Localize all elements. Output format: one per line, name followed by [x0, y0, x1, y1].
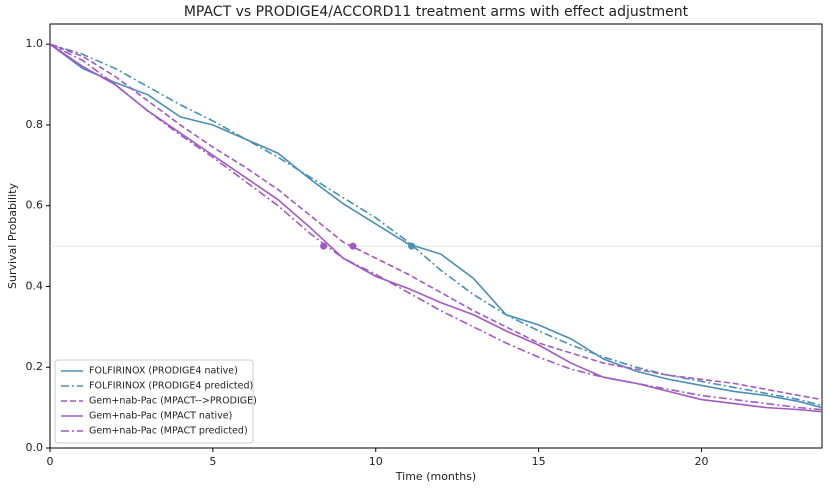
series-line: [49, 43, 823, 407]
y-tick-label: 0.2: [26, 360, 44, 373]
legend-label: Gem+nab-Pac (MPACT-->PRODIGE): [89, 396, 257, 407]
legend-label: Gem+nab-Pac (MPACT native): [89, 411, 232, 422]
x-tick-label: 20: [694, 455, 708, 468]
x-tick-label: 0: [47, 455, 54, 468]
x-tick-label: 10: [369, 455, 383, 468]
series-line: [49, 43, 823, 413]
y-tick-label: 0.8: [26, 118, 44, 131]
chart-title: MPACT vs PRODIGE4/ACCORD11 treatment arm…: [184, 4, 689, 20]
x-tick-label: 15: [532, 455, 546, 468]
y-tick-label: 1.0: [26, 37, 44, 50]
legend-label: FOLFIRINOX (PRODIGE4 predicted): [89, 381, 253, 392]
legend-box: [54, 359, 254, 444]
y-tick-label: 0.4: [26, 279, 44, 292]
y-axis-label: Survival Probability: [6, 183, 19, 289]
legend-label: Gem+nab-Pac (MPACT predicted): [89, 426, 248, 437]
x-axis-label: Time (months): [395, 470, 476, 483]
y-tick-label: 0.0: [26, 441, 44, 454]
legend-label: FOLFIRINOX (PRODIGE4 native): [89, 366, 238, 377]
series-line: [49, 43, 823, 401]
median-marker: [349, 242, 357, 250]
series-line: [49, 43, 823, 411]
series-line: [49, 43, 823, 409]
x-tick-label: 5: [209, 455, 216, 468]
plot-frame: [49, 23, 823, 449]
median-marker: [408, 242, 416, 250]
y-tick-label: 0.6: [26, 199, 44, 212]
